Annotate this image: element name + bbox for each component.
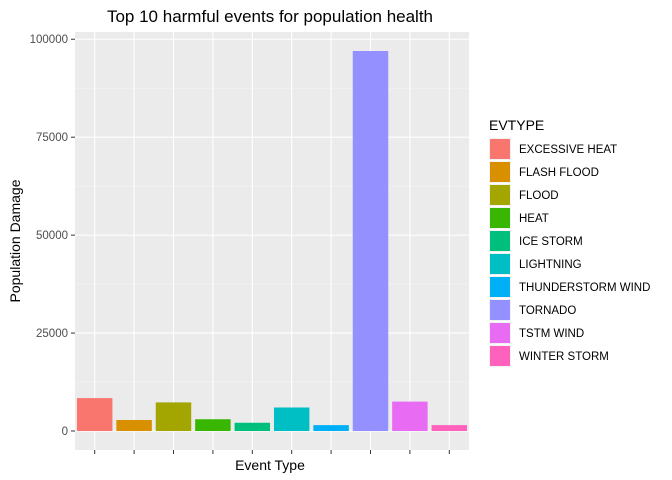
- legend-entry-label: FLOOD: [519, 190, 559, 202]
- chart-title: Top 10 harmful events for population hea…: [107, 7, 433, 26]
- legend-swatch: [490, 254, 510, 274]
- y-axis-label: Population Damage: [7, 179, 23, 302]
- bars: [76, 51, 468, 431]
- y-axis: 0 25000 50000 75000 100000: [30, 34, 75, 438]
- legend-swatch: [490, 139, 510, 159]
- bar-lightning: [273, 407, 310, 431]
- legend-swatch: [490, 323, 510, 343]
- legend-swatch: [490, 231, 510, 251]
- legend-entry-label: LIGHTNING: [519, 259, 582, 271]
- y-tick-label: 100000: [30, 34, 68, 46]
- legend-swatch: [490, 208, 510, 228]
- minor-gridlines: [75, 87, 469, 383]
- bar-ice-storm: [234, 422, 271, 431]
- plot-panel: [75, 32, 469, 450]
- legend-entry-label: WINTER STORM: [519, 351, 609, 363]
- legend-entry-label: TORNADO: [519, 305, 576, 317]
- bar-tornado: [352, 51, 389, 431]
- legend-entry-label: EXCESSIVE HEAT: [519, 144, 617, 156]
- bar-flash-flood: [116, 420, 152, 431]
- bar-heat: [195, 419, 231, 431]
- legend-swatch: [490, 277, 510, 297]
- major-gridlines: [75, 32, 469, 450]
- legend-swatch: [490, 162, 510, 182]
- legend-entry-label: ICE STORM: [519, 236, 583, 248]
- legend-entry-label: HEAT: [519, 213, 549, 225]
- x-axis: [94, 450, 450, 454]
- bar-excessive-heat: [76, 398, 113, 431]
- legend-swatch: [490, 300, 510, 320]
- y-tick-label: 75000: [36, 132, 68, 144]
- y-tick-label: 25000: [36, 328, 68, 340]
- legend: EVTYPE EXCESSIVE HEAT FLASH FLOOD FLOOD HEA…: [489, 117, 650, 367]
- bar-flood: [155, 402, 192, 431]
- bar-thunderstorm-wind: [313, 425, 349, 431]
- legend-swatch: [490, 185, 510, 205]
- x-axis-label: Event Type: [235, 457, 305, 473]
- legend-entry-label: TSTM WIND: [519, 328, 584, 340]
- bar-tstm-wind: [392, 401, 428, 431]
- bar-winter-storm: [431, 425, 468, 431]
- legend-entry-label: THUNDERSTORM WIND: [519, 282, 650, 294]
- legend-title: EVTYPE: [489, 117, 544, 133]
- legend-swatch: [490, 346, 510, 366]
- legend-entry-label: FLASH FLOOD: [519, 167, 599, 179]
- y-tick-label: 0: [62, 426, 68, 438]
- y-tick-label: 50000: [36, 230, 68, 242]
